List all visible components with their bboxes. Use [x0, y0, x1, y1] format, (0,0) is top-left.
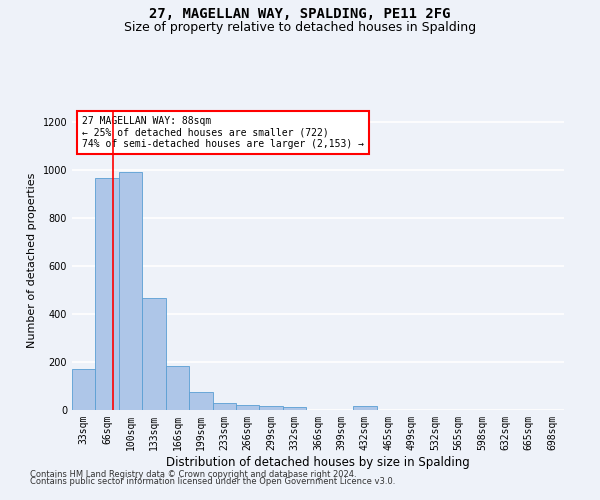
Bar [259, 406, 283, 410]
Bar [189, 392, 212, 410]
Bar [353, 406, 377, 410]
Text: Size of property relative to detached houses in Spalding: Size of property relative to detached ho… [124, 21, 476, 34]
Bar [119, 172, 142, 410]
Bar [212, 404, 236, 410]
Bar [142, 298, 166, 410]
Bar [72, 369, 95, 410]
Text: 27, MAGELLAN WAY, SPALDING, PE11 2FG: 27, MAGELLAN WAY, SPALDING, PE11 2FG [149, 8, 451, 22]
Text: Contains public sector information licensed under the Open Government Licence v3: Contains public sector information licen… [30, 478, 395, 486]
Bar [166, 366, 189, 410]
Bar [236, 405, 259, 410]
Bar [283, 407, 306, 410]
X-axis label: Distribution of detached houses by size in Spalding: Distribution of detached houses by size … [166, 456, 470, 468]
Text: 27 MAGELLAN WAY: 88sqm
← 25% of detached houses are smaller (722)
74% of semi-de: 27 MAGELLAN WAY: 88sqm ← 25% of detached… [82, 116, 364, 149]
Bar [95, 178, 119, 410]
Text: Contains HM Land Registry data © Crown copyright and database right 2024.: Contains HM Land Registry data © Crown c… [30, 470, 356, 479]
Y-axis label: Number of detached properties: Number of detached properties [27, 172, 37, 348]
